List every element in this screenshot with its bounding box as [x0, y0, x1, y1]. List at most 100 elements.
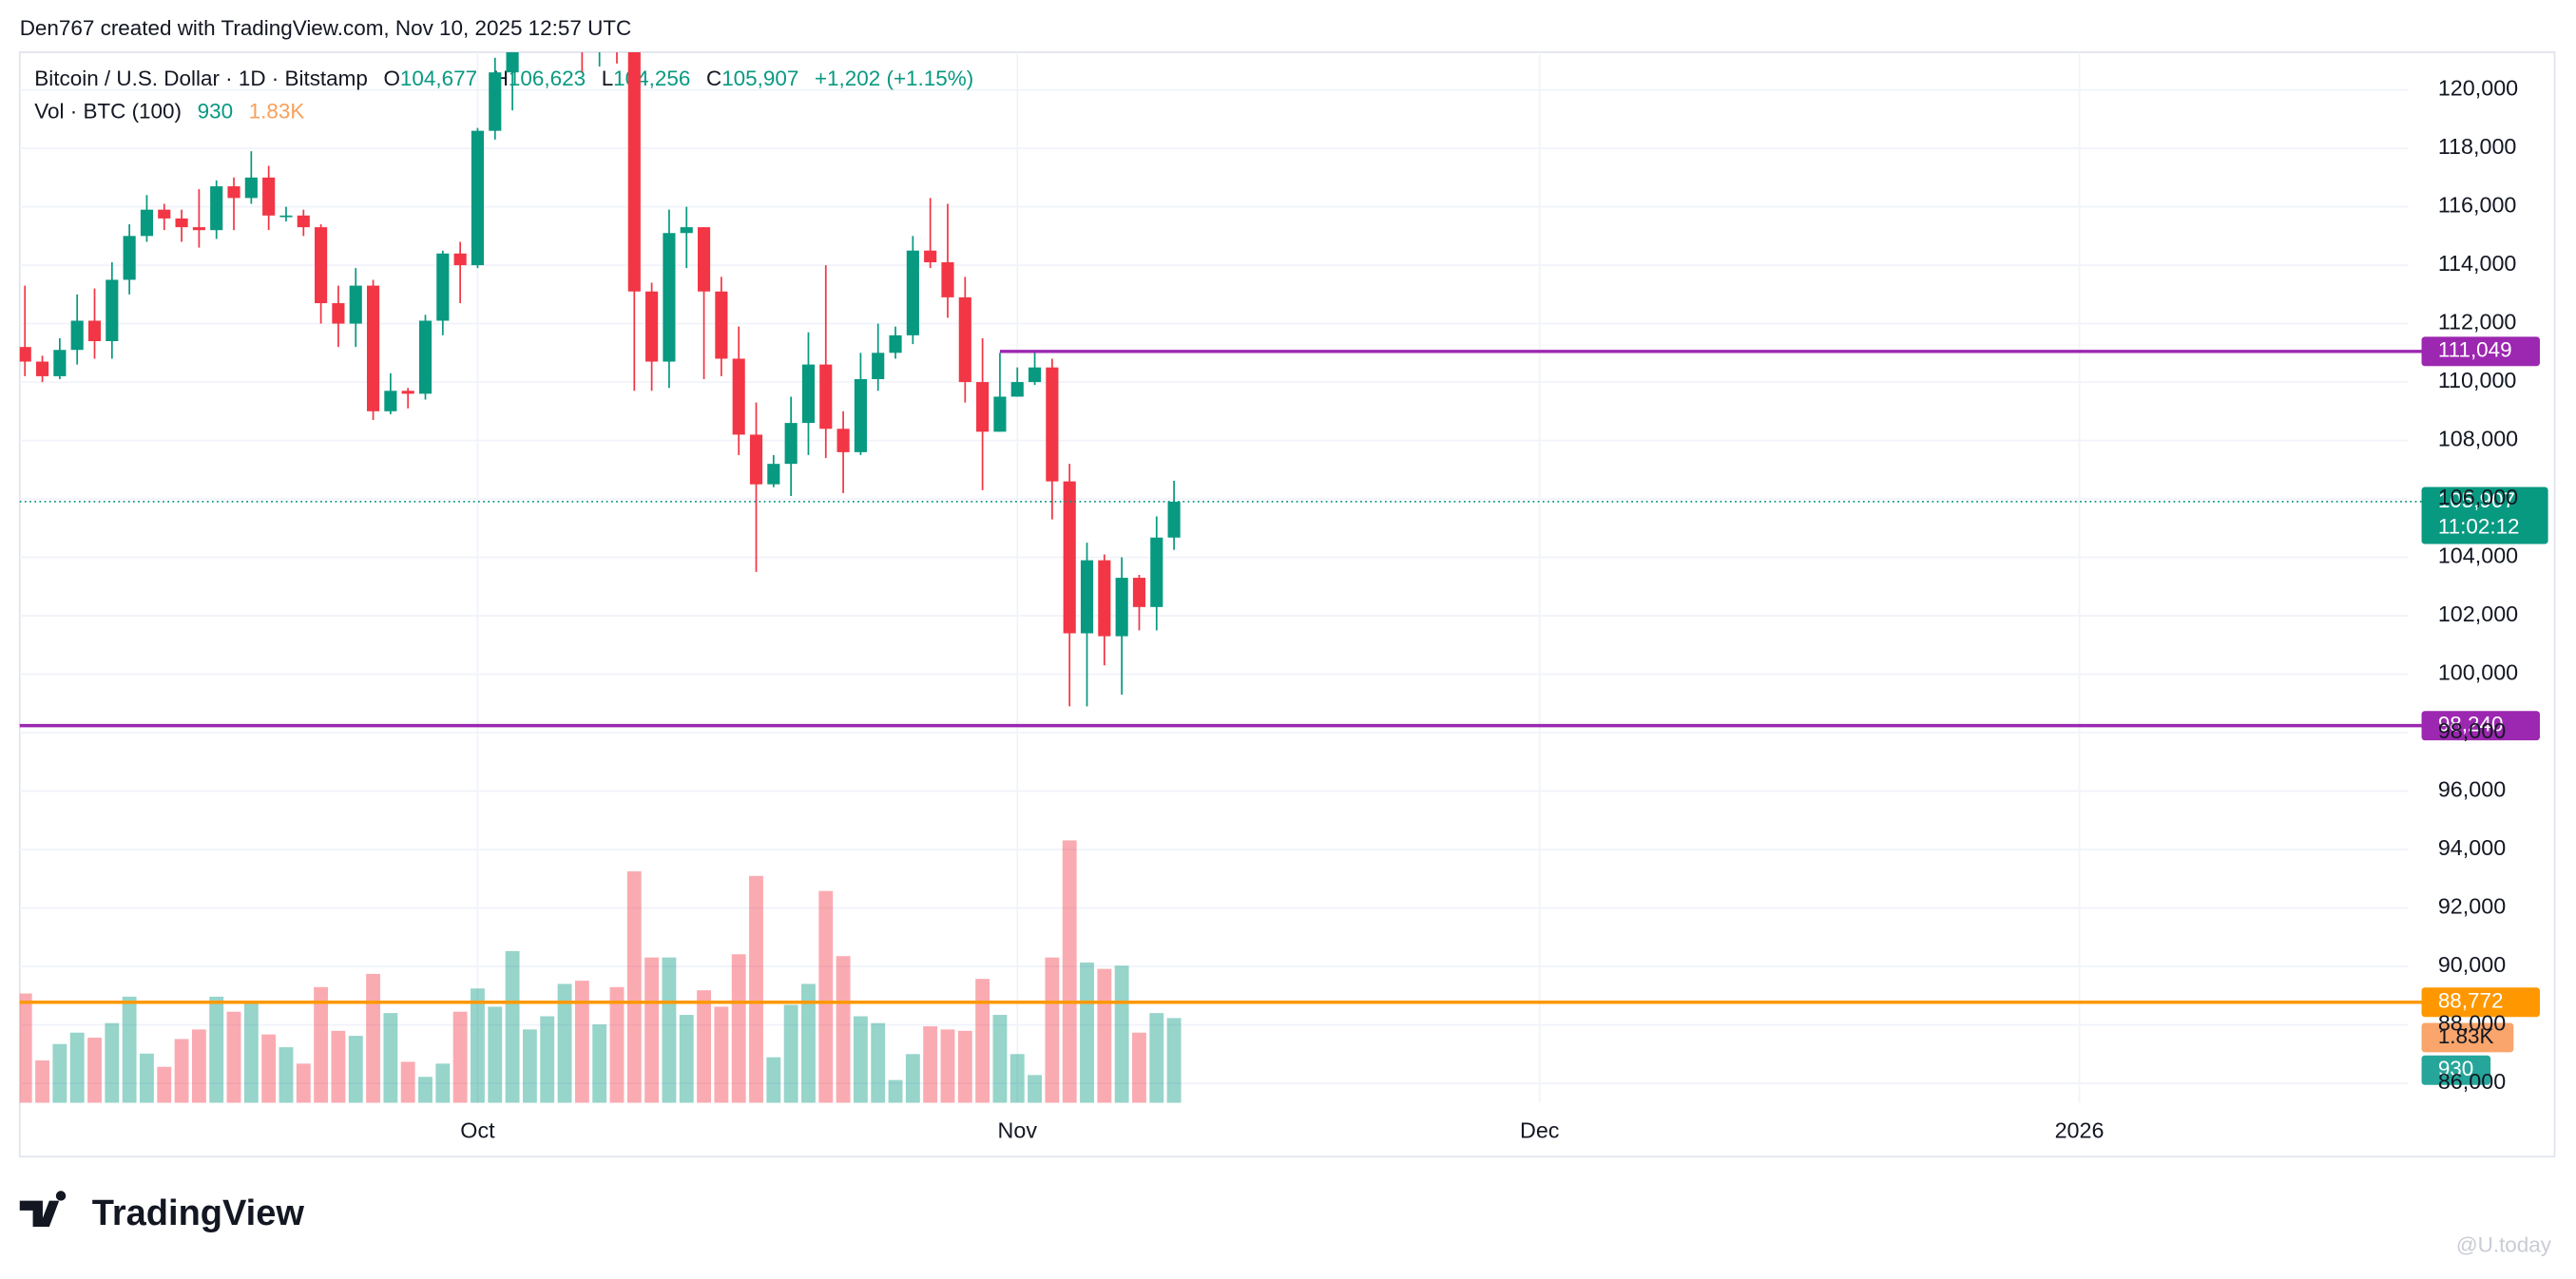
volume-bar	[574, 981, 589, 1103]
volume-bar	[626, 871, 642, 1103]
volume-bar	[1028, 1075, 1043, 1103]
candle-body	[749, 434, 763, 485]
ohlc-value: 106,623	[509, 67, 586, 90]
candle-body	[1028, 367, 1042, 383]
volume-bar	[1062, 840, 1077, 1103]
volume-bar	[905, 1054, 920, 1103]
volume-bar	[853, 1016, 868, 1103]
level-label: 98,240	[2438, 713, 2504, 736]
volume-bar	[435, 1063, 451, 1103]
volume-bar	[383, 1013, 398, 1103]
volume-bar	[888, 1079, 903, 1103]
volume-bar	[679, 1015, 694, 1103]
y-tick-label: 88,000	[2438, 1011, 2506, 1036]
volume-bar	[209, 996, 224, 1103]
volume-bar	[923, 1026, 938, 1103]
volume-bar	[1080, 962, 1094, 1103]
candle-body	[663, 233, 676, 362]
symbol: Bitcoin / U.S. Dollar · 1D · Bitstamp	[34, 67, 368, 90]
brand: TradingView	[92, 1193, 305, 1233]
grid	[19, 51, 2409, 1103]
volume-bar	[366, 973, 380, 1103]
ohlc-key: O	[383, 67, 399, 90]
level-badge	[2421, 987, 2540, 1018]
candle-body	[680, 227, 693, 234]
volume-bar	[296, 1063, 311, 1103]
volume-bar	[418, 1077, 433, 1103]
candle-body	[872, 353, 885, 379]
volume-title: Vol · BTC (100)	[34, 99, 182, 123]
volume-bar	[1045, 957, 1060, 1103]
volume-bar	[314, 986, 329, 1103]
candle-body	[489, 72, 502, 131]
candle-body	[1046, 367, 1059, 482]
volume-bar	[609, 986, 625, 1103]
x-tick-label: Oct	[460, 1118, 495, 1143]
volume-bar	[105, 1022, 120, 1103]
volume-bar	[19, 993, 32, 1103]
candle-body	[453, 253, 467, 266]
ma-badge	[2421, 1022, 2514, 1053]
volume-bar	[243, 1002, 259, 1103]
x-tick-label: 2026	[2055, 1118, 2105, 1143]
candle-body	[123, 236, 136, 280]
candle-body	[1132, 578, 1146, 607]
ohlc-key: L	[602, 67, 613, 90]
candle-body	[106, 279, 119, 342]
volume-bar	[35, 1059, 49, 1103]
level-badge	[2421, 336, 2540, 367]
volume-legend: Vol · BTC (100) 930 1.83K	[34, 99, 304, 123]
y-tick-label: 102,000	[2438, 601, 2518, 626]
candle-body	[941, 262, 954, 297]
volume-bar	[644, 957, 660, 1103]
volume-bar	[157, 1066, 172, 1103]
ohlc-key: C	[706, 67, 721, 90]
volume-bar	[261, 1034, 277, 1103]
volume-badge-label: 930	[2438, 1057, 2473, 1080]
x-tick-label: Dec	[1520, 1118, 1560, 1143]
candle-body	[297, 215, 310, 228]
y-tick-label: 90,000	[2438, 952, 2506, 977]
volume-bar	[957, 1030, 972, 1103]
logo-icon	[19, 1191, 67, 1228]
candle-body	[87, 320, 102, 342]
candle-body	[1150, 537, 1163, 607]
volume-bar	[488, 1006, 503, 1103]
x-tick-label: Nov	[998, 1118, 1038, 1143]
volume-bar	[801, 983, 816, 1103]
candle-body	[227, 186, 240, 199]
y-tick-label: 96,000	[2438, 777, 2506, 802]
volume-bar	[766, 1057, 781, 1103]
ohlc-value: 104,256	[613, 67, 690, 90]
candles	[19, 51, 1181, 707]
candle-body	[349, 285, 362, 324]
volume-bar	[279, 1047, 294, 1103]
volume-bar	[471, 988, 485, 1103]
candle-body	[1167, 501, 1181, 538]
volume-bar	[592, 1024, 607, 1103]
candle-body	[315, 227, 328, 304]
y-tick-label: 104,000	[2438, 544, 2518, 568]
candle-body	[801, 364, 816, 424]
candle-body	[175, 218, 188, 228]
candle-body	[262, 177, 276, 216]
candle-body	[332, 303, 345, 324]
y-tick-label: 86,000	[2438, 1069, 2506, 1094]
candle-body	[784, 423, 798, 465]
candle-body	[697, 227, 711, 292]
volume-bar	[557, 983, 572, 1103]
y-tick-label: 116,000	[2438, 193, 2517, 218]
y-tick-label: 92,000	[2438, 894, 2506, 919]
candle-body	[1063, 481, 1076, 634]
level-label: 88,772	[2438, 989, 2504, 1013]
level-label: 111,049	[2438, 338, 2512, 362]
candle-body	[924, 250, 937, 263]
candle-body	[401, 391, 414, 394]
candle-body	[436, 253, 450, 321]
volume-value: 930	[198, 99, 233, 123]
y-tick-label: 106,000	[2438, 485, 2518, 509]
volume-bar	[226, 1011, 241, 1103]
ohlc-value: 105,907	[721, 67, 798, 90]
